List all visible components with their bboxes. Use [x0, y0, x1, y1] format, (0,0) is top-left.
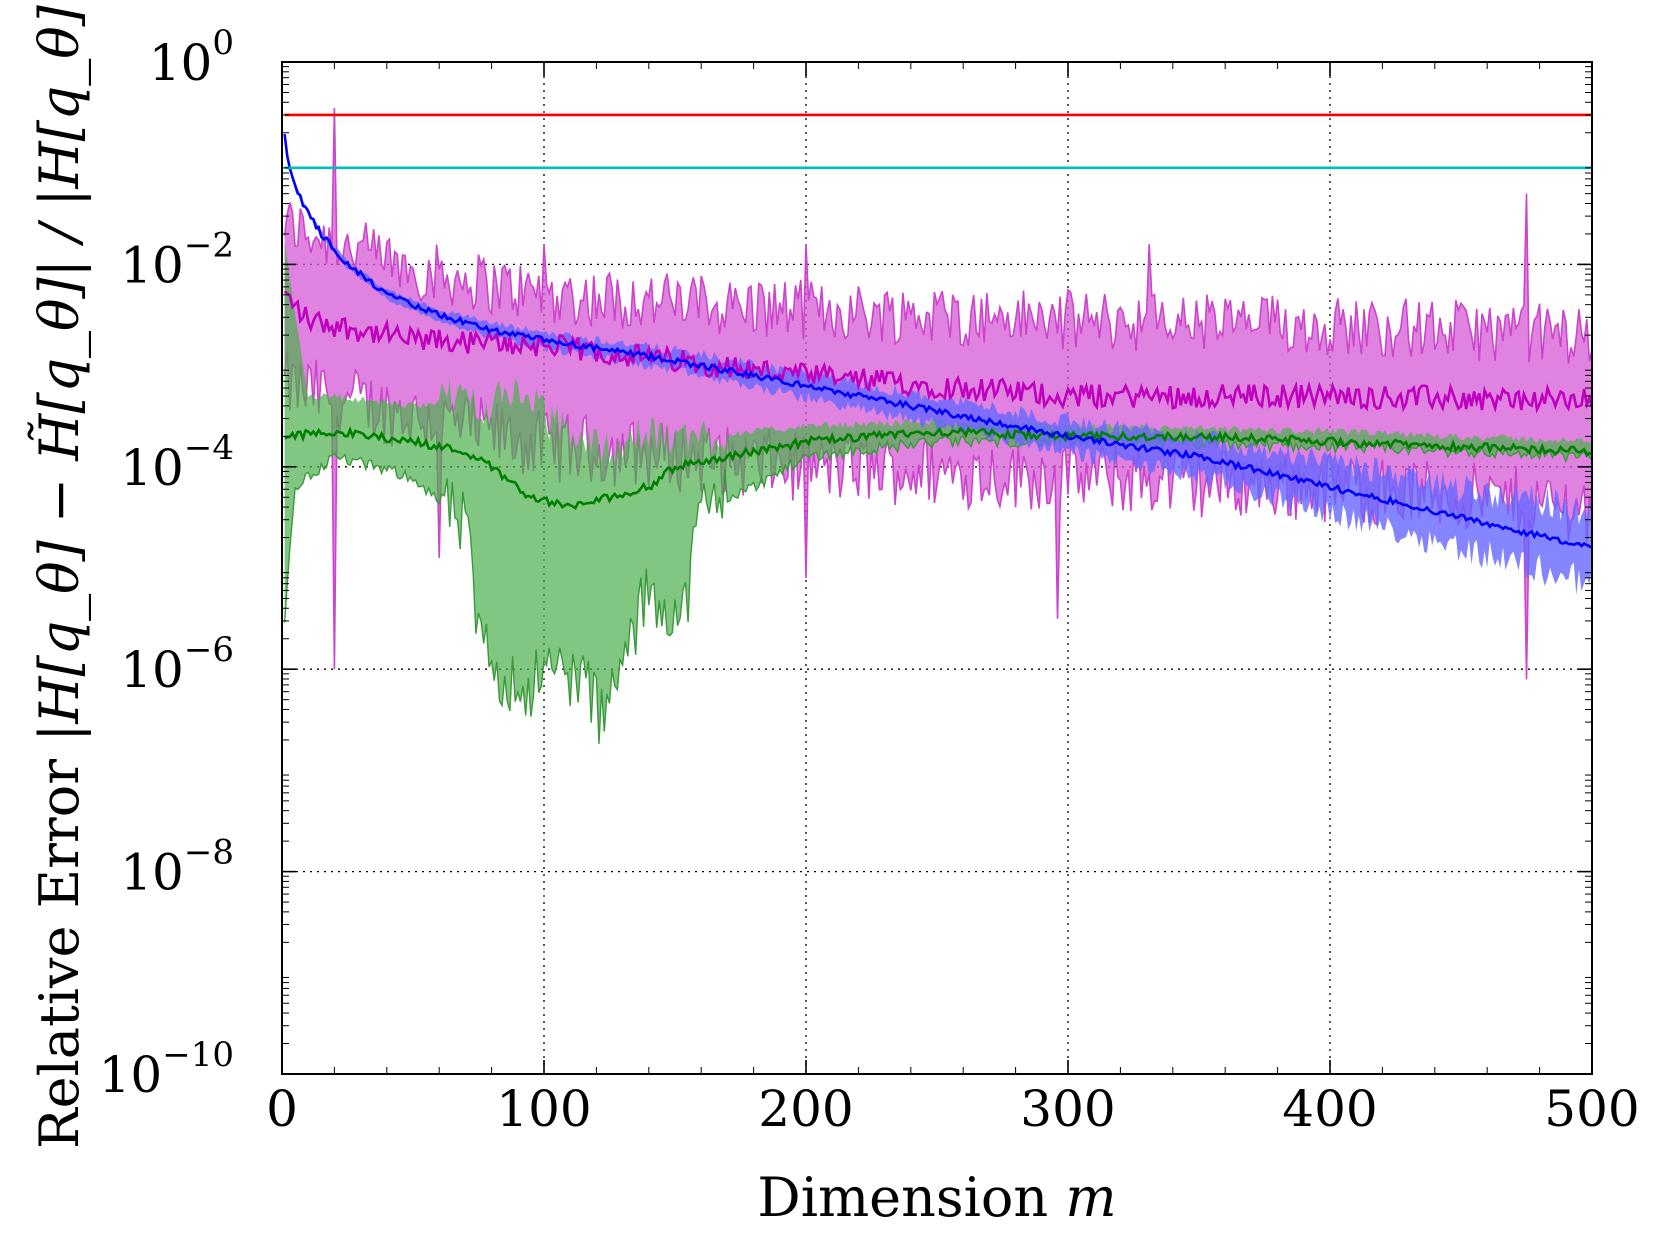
green-band — [284, 242, 1592, 744]
y-tick-label: 10−6 — [120, 630, 234, 699]
x-tick-label: 200 — [758, 1080, 853, 1138]
y-tick-label: 100 — [149, 23, 234, 92]
y-tick-label: 10−10 — [99, 1035, 234, 1104]
tick-labels: 0 100 200 300 400 500 100 10−2 10−4 10−6 10−8 10−10 — [99, 23, 1640, 1138]
blue-band — [284, 131, 1592, 596]
y-axis-title: Relative Error |H[q_θ] − H̃[q_θ]| / |H[q… — [27, 0, 91, 1149]
x-tick-label: 0 — [266, 1080, 298, 1138]
y-tick-label: 10−8 — [120, 833, 234, 902]
plot-frame — [281, 61, 1593, 1075]
magenta-upper-line — [283, 108, 1592, 364]
data-layer — [283, 108, 1592, 744]
x-tick-label: 500 — [1544, 1080, 1639, 1138]
x-tick-label: 300 — [1020, 1080, 1115, 1138]
x-axis-title: Dimension m — [757, 1166, 1116, 1229]
blue-median-line — [283, 133, 1592, 549]
x-tick-label: 400 — [1282, 1080, 1377, 1138]
x-tick-label: 100 — [496, 1080, 591, 1138]
y-tick-label: 10−2 — [120, 225, 234, 294]
y-tick-label: 10−4 — [120, 428, 234, 497]
green-lower-line — [283, 433, 1592, 744]
tick-marks — [281, 61, 1593, 1075]
green-median-line — [284, 426, 1592, 510]
magenta-median-line — [283, 290, 1592, 414]
